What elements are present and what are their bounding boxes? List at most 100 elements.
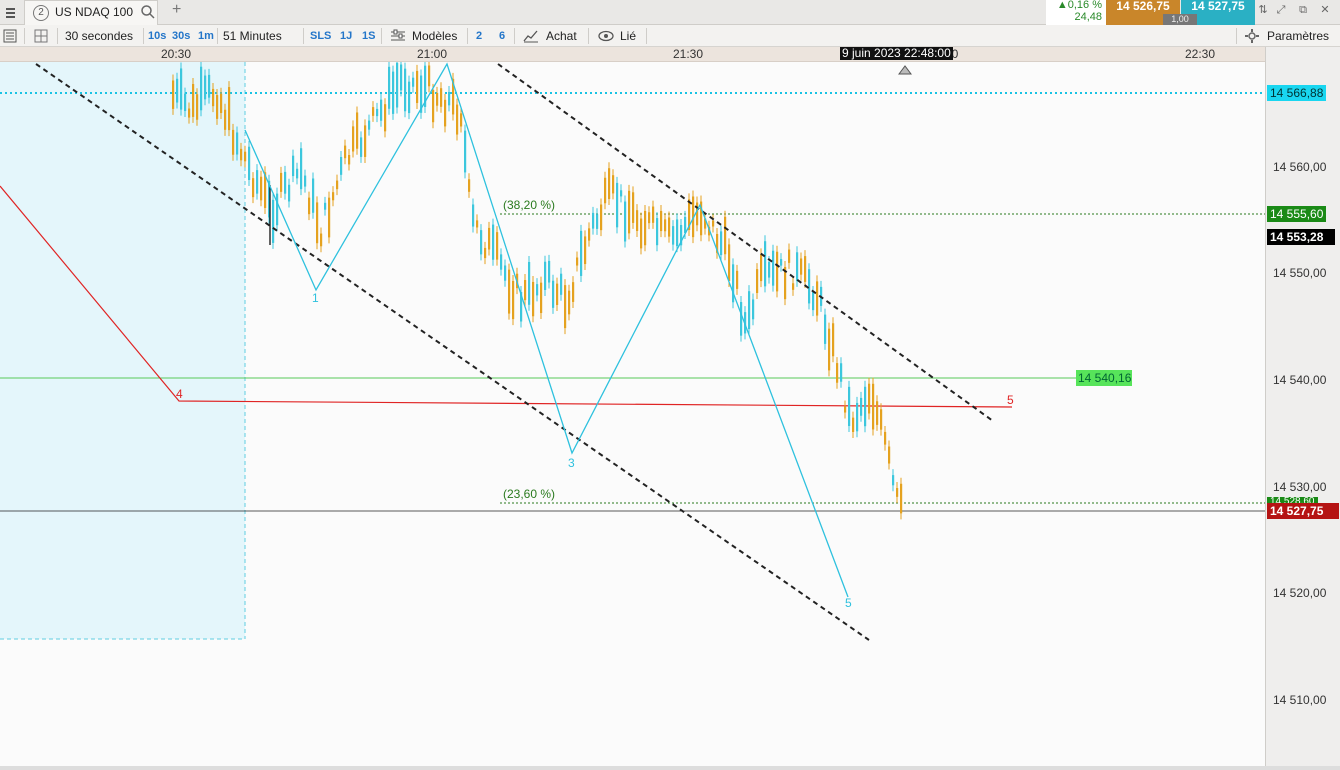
candle-body	[304, 175, 307, 187]
candle-body	[184, 93, 187, 112]
candle-body	[264, 172, 267, 208]
period-1s-button[interactable]: 1S	[362, 30, 376, 42]
candle-body	[196, 94, 199, 120]
period-select[interactable]: 51 Minutes	[223, 29, 282, 43]
buy-chart-icon	[523, 30, 538, 43]
candle-body	[760, 254, 763, 282]
candle-body	[808, 269, 811, 304]
red-wave-line[interactable]	[0, 185, 1013, 408]
add-tab-button[interactable]: +	[172, 1, 182, 18]
candle-body	[712, 220, 715, 227]
candle-body	[224, 109, 227, 130]
candle-body	[784, 266, 787, 300]
candle-body	[628, 190, 631, 234]
period-sls-button[interactable]: SLS	[310, 30, 332, 42]
popout-icon[interactable]: ⧉	[1299, 4, 1307, 16]
fib-382-label: (38,20 %)	[503, 198, 555, 212]
candle-body	[388, 66, 391, 109]
candle-body	[900, 483, 903, 514]
period-1j-button[interactable]: 1J	[340, 30, 353, 42]
candle-body	[648, 212, 651, 224]
candle-body	[344, 145, 347, 159]
last-close-tag: 14 553,28	[1267, 229, 1335, 245]
models-button[interactable]: Modèles	[412, 29, 458, 43]
candle-body	[776, 251, 779, 292]
time-tick: 0	[951, 47, 959, 61]
buy-button[interactable]: Achat	[546, 29, 577, 43]
candle-body	[816, 281, 819, 316]
candle-body	[788, 249, 791, 263]
candle-body	[520, 291, 523, 322]
price-tick: 14 520,00	[1273, 586, 1327, 600]
channel-upper-line[interactable]	[497, 63, 994, 422]
candle-body	[560, 273, 563, 295]
green-level-tag	[1076, 370, 1132, 386]
candle-body	[664, 219, 667, 232]
quantity-badge[interactable]: 1,00	[1163, 14, 1197, 25]
interval-1m-button[interactable]: 1m	[198, 30, 214, 42]
candle-body	[588, 228, 591, 241]
settings-button[interactable]: Paramètres	[1267, 29, 1330, 43]
candle-body	[676, 219, 679, 247]
cyan-wave-line[interactable]	[244, 62, 849, 598]
price-chart[interactable]: 1 3 5 4 5 (38,20 %) (23,60 %) 14 540,16	[0, 62, 1265, 766]
search-icon[interactable]	[140, 4, 156, 20]
candle-body	[872, 383, 875, 430]
candle-body	[236, 132, 239, 155]
close-icon[interactable]: ✕	[1320, 4, 1330, 16]
candle-body	[452, 78, 455, 115]
expand-icon[interactable]: ⤢	[1276, 4, 1286, 16]
candle-body	[496, 232, 499, 260]
models-icon	[391, 29, 405, 41]
chart-toolbar: 30 secondes 10s 30s 1m 51 Minutes SLS 1J…	[0, 25, 1340, 47]
time-marker-icon[interactable]	[898, 65, 912, 75]
tab-us-ndaq-100[interactable]: 2 US NDAQ 100	[24, 0, 158, 25]
interval-select[interactable]: 30 secondes	[65, 29, 134, 43]
list-icon[interactable]	[3, 29, 17, 43]
eye-icon	[598, 30, 614, 42]
candle-body	[308, 197, 311, 215]
layout-icon[interactable]	[34, 29, 48, 43]
candle-body	[876, 401, 879, 425]
candle-body	[288, 184, 291, 202]
candle-body	[284, 171, 287, 194]
interval-30s-button[interactable]: 30s	[172, 30, 191, 42]
time-tick: 21:00	[416, 47, 448, 61]
candle-body	[188, 108, 191, 118]
sell-price-button[interactable]: 14 526,75	[1106, 0, 1180, 25]
price-axis[interactable]: 14 560,00 14 550,00 14 540,00 14 530,00 …	[1265, 47, 1340, 766]
candle-body	[540, 282, 543, 314]
candle-body	[368, 120, 371, 130]
candle-body	[460, 113, 463, 127]
candle-body	[608, 168, 611, 200]
candle-body	[824, 314, 827, 344]
candle-body	[596, 214, 599, 229]
layout-6-button[interactable]: 6	[499, 30, 506, 42]
candle-body	[572, 282, 575, 302]
sort-icon[interactable]: ⇅	[1258, 4, 1268, 16]
candle-body	[300, 148, 303, 190]
candle-body	[436, 92, 439, 106]
candle-body	[396, 62, 399, 108]
highlight-zone	[0, 62, 245, 639]
candle-body	[696, 202, 699, 226]
linked-button[interactable]: Lié	[620, 29, 637, 43]
candle-body	[352, 126, 355, 152]
candle-body	[692, 196, 695, 238]
layout-2-button[interactable]: 2	[476, 30, 483, 42]
candle-body	[248, 146, 251, 180]
candle-body	[384, 104, 387, 132]
candle-body	[480, 230, 483, 255]
candle-body	[568, 290, 571, 315]
bottom-border	[0, 766, 1340, 770]
candle-body	[832, 323, 835, 357]
candle-body	[356, 112, 359, 149]
candle-body	[592, 212, 595, 229]
menu-icon[interactable]	[0, 0, 20, 25]
green-level-label: 14 540,16	[1078, 371, 1132, 385]
interval-10s-button[interactable]: 10s	[148, 30, 167, 42]
candle-body	[828, 328, 831, 371]
channel-lower-line[interactable]	[35, 63, 870, 641]
buy-price: 14 527,75	[1191, 0, 1245, 13]
candle-body	[212, 88, 215, 107]
